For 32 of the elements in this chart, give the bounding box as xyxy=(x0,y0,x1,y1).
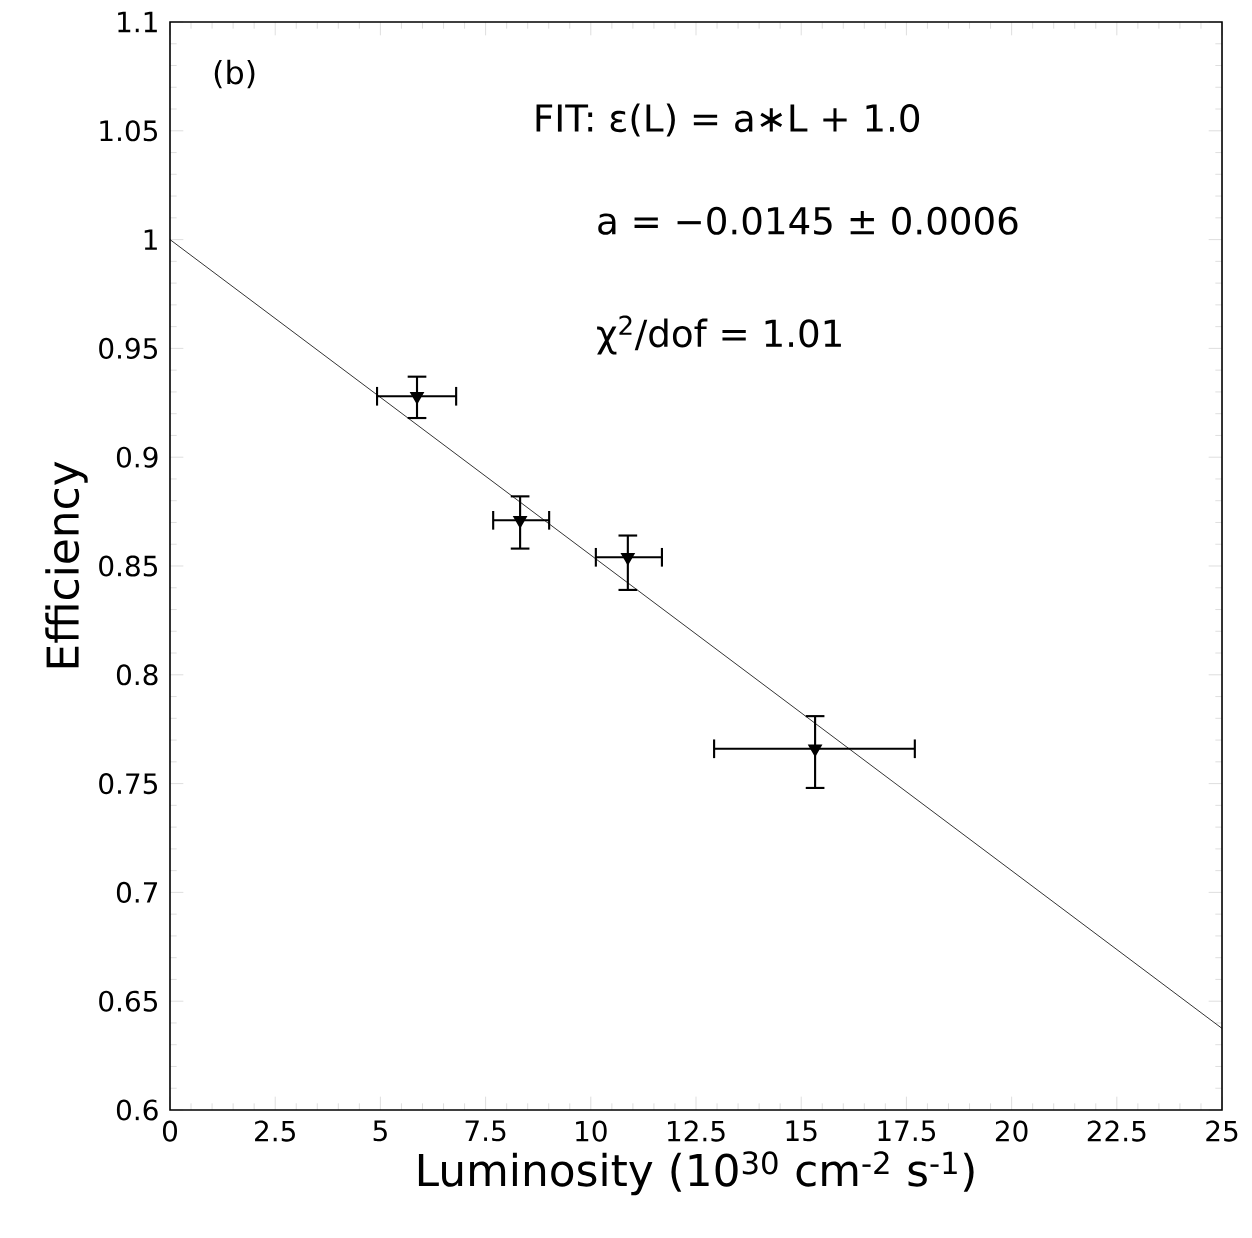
x-tick-label: 25 xyxy=(1206,1120,1238,1142)
x-tick-label: 17.5 xyxy=(878,1120,936,1142)
y-tick-label: 1.05 xyxy=(100,120,157,142)
point xyxy=(410,392,424,404)
x-tick-label: 15 xyxy=(786,1120,817,1142)
y-tick-label: 0.65 xyxy=(99,990,157,1012)
y-tick-label: 0.85 xyxy=(99,555,157,577)
y-tick-label: 0.6 xyxy=(116,1099,158,1121)
x-tick-label: 2.5 xyxy=(255,1120,295,1142)
point xyxy=(513,516,527,529)
point xyxy=(621,553,635,565)
y-tick-label: 0.75 xyxy=(99,773,157,795)
y-tick-label: 0.7 xyxy=(116,881,158,903)
x-axis-title: Luminosity (10$^{30}$ cm$^{-2}$ s$^{-1}$) xyxy=(418,1151,974,1196)
y-tick-label: 0.95 xyxy=(99,337,157,359)
x-tick-label: 0 xyxy=(162,1120,178,1142)
y-tick-label: 1 xyxy=(144,229,157,250)
x-tick-label: 12.5 xyxy=(668,1120,725,1142)
x-tick-label: 20 xyxy=(995,1120,1028,1142)
annotation: FIT: ε(L) = a∗L + 1.0 xyxy=(536,103,920,137)
x-tick-label: 7.5 xyxy=(465,1120,506,1142)
y-axis-title: Efficiency xyxy=(45,461,88,668)
y-tick-label: 0.9 xyxy=(116,446,158,468)
annotation: χ$^{2}$/dof = 1.01 xyxy=(597,315,841,355)
point xyxy=(808,744,822,757)
x-tick-label: 10 xyxy=(576,1120,607,1142)
x-tick-label: 22.5 xyxy=(1087,1120,1146,1142)
x-tick-label: 5 xyxy=(373,1120,387,1142)
y-tick-label: 0.8 xyxy=(116,664,158,686)
y-tick-label: 1.1 xyxy=(118,11,157,33)
annotation: (b) xyxy=(214,59,255,89)
annotation: a = −0.0145 ± 0.0006 xyxy=(598,206,1018,235)
